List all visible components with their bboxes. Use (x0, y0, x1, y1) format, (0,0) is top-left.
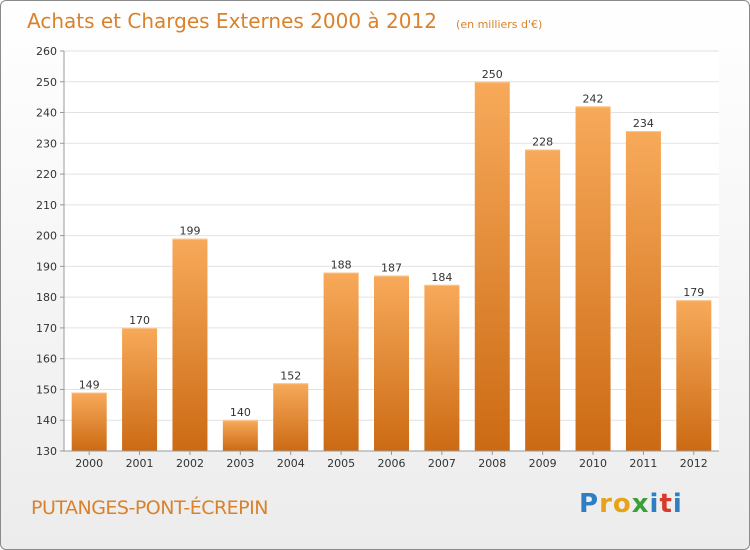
data-label: 234 (633, 117, 654, 130)
y-tick-label: 150 (36, 383, 57, 396)
data-label: 188 (331, 259, 352, 272)
data-label: 140 (230, 406, 251, 419)
logo-letter: i (672, 489, 683, 519)
logo-letter: r (599, 489, 613, 519)
bar (575, 106, 611, 451)
x-tick-label: 2009 (529, 457, 557, 470)
bar (122, 327, 158, 451)
bar (71, 392, 107, 451)
x-tick-label: 2002 (176, 457, 204, 470)
x-tick-label: 2005 (327, 457, 355, 470)
x-tick-label: 2001 (126, 457, 154, 470)
data-label: 184 (431, 271, 452, 284)
data-label: 250 (482, 68, 503, 81)
x-tick-label: 2011 (629, 457, 657, 470)
y-tick-label: 130 (36, 445, 57, 458)
logo-letter: x (631, 489, 650, 519)
y-tick-label: 210 (36, 199, 57, 212)
y-tick-label: 240 (36, 107, 57, 120)
bar (525, 149, 561, 451)
bar (273, 383, 309, 451)
x-tick-label: 2000 (75, 457, 103, 470)
data-label: 187 (381, 262, 402, 275)
data-label: 199 (179, 225, 200, 238)
logo-letter: o (612, 489, 632, 519)
data-label: 179 (683, 286, 704, 299)
y-tick-label: 200 (36, 230, 57, 243)
chart-title: Achats et Charges Externes 2000 à 2012 (27, 9, 437, 33)
x-tick-label: 2003 (226, 457, 254, 470)
commune-name: PUTANGES-PONT-ÉCREPIN (31, 497, 268, 519)
data-label: 152 (280, 369, 301, 382)
logo-letter: t (659, 489, 673, 519)
logo-letter: P (579, 489, 600, 519)
y-tick-label: 160 (36, 353, 57, 366)
bar (474, 81, 510, 452)
y-tick-label: 260 (36, 45, 57, 58)
y-tick-label: 190 (36, 260, 57, 273)
y-tick-label: 170 (36, 322, 57, 335)
logo-letter: i (649, 489, 660, 519)
data-label: 170 (129, 314, 150, 327)
bar (222, 420, 258, 451)
proxiti-logo: Proxiti (579, 489, 683, 519)
bar (172, 238, 208, 451)
chart-unit: (en milliers d'€) (456, 18, 543, 31)
x-tick-label: 2012 (680, 457, 708, 470)
title-row: Achats et Charges Externes 2000 à 2012 (… (27, 9, 542, 33)
y-tick-label: 250 (36, 76, 57, 89)
y-tick-label: 140 (36, 414, 57, 427)
data-label: 228 (532, 135, 553, 148)
x-tick-label: 2004 (277, 457, 305, 470)
x-tick-label: 2010 (579, 457, 607, 470)
bar (625, 131, 661, 451)
x-tick-label: 2007 (428, 457, 456, 470)
bar (374, 275, 409, 451)
y-tick-label: 230 (36, 137, 57, 150)
axis-layer: 130 140 150 160 170 180 190 200 210 220 230 240 250 2… (36, 45, 719, 470)
data-label: 149 (79, 379, 100, 392)
bar (323, 272, 359, 451)
y-tick-label: 220 (36, 168, 57, 181)
y-tick-label: 180 (36, 291, 57, 304)
data-label: 242 (583, 92, 604, 105)
bar (424, 284, 460, 451)
x-tick-label: 2008 (478, 457, 506, 470)
x-tick-label: 2006 (378, 457, 406, 470)
bar (676, 300, 712, 451)
bar-layer: 149 170 199 140 152 188 187 184 250 228 242 234 179 (71, 68, 712, 452)
